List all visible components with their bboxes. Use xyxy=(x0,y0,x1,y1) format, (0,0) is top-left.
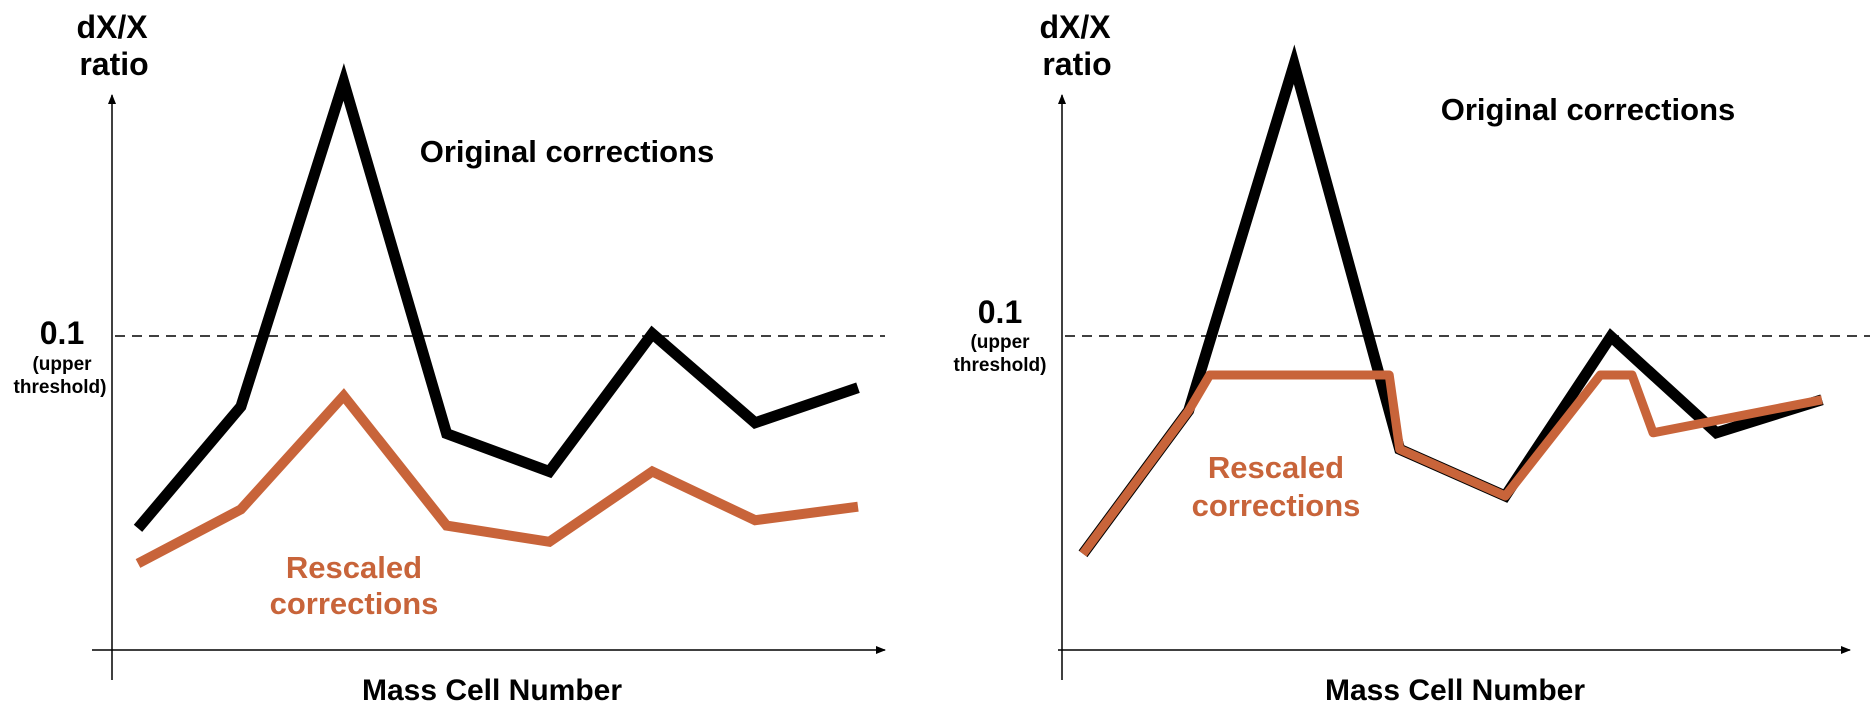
label-original-corrections: Original corrections xyxy=(420,134,715,169)
label-rescaled-line1: Rescaled xyxy=(286,550,422,585)
x-axis-title: Mass Cell Number xyxy=(362,674,622,707)
label-rescaled-line2: corrections xyxy=(270,586,439,621)
x-axis-title: Mass Cell Number xyxy=(1325,674,1585,707)
label-rescaled-line1: Rescaled xyxy=(1208,450,1344,485)
y-axis-title-line1: dX/X xyxy=(76,9,148,45)
series-original-line xyxy=(133,63,860,532)
threshold-note-line1: (upper xyxy=(32,354,92,375)
y-axis-title-line2: ratio xyxy=(79,46,148,82)
y-axis-title-line2: ratio xyxy=(1042,46,1111,82)
series-original-line xyxy=(1078,44,1824,558)
series-rescaled-line xyxy=(135,388,859,568)
threshold-value: 0.1 xyxy=(978,294,1022,330)
threshold-note-line2: threshold) xyxy=(954,355,1047,376)
threshold-note-line2: threshold) xyxy=(14,377,107,398)
chart-left: dX/X ratio 0.1 (upper threshold) Mass Ce… xyxy=(14,9,886,707)
threshold-note-line1: (upper xyxy=(970,332,1030,353)
label-rescaled-line2: corrections xyxy=(1192,488,1361,523)
y-axis-title-line1: dX/X xyxy=(1039,9,1111,45)
label-original-corrections: Original corrections xyxy=(1441,92,1736,127)
series-rescaled-line xyxy=(1079,370,1823,557)
chart-right: dX/X ratio 0.1 (upper threshold) Mass Ce… xyxy=(954,9,1870,707)
threshold-value: 0.1 xyxy=(40,315,84,351)
